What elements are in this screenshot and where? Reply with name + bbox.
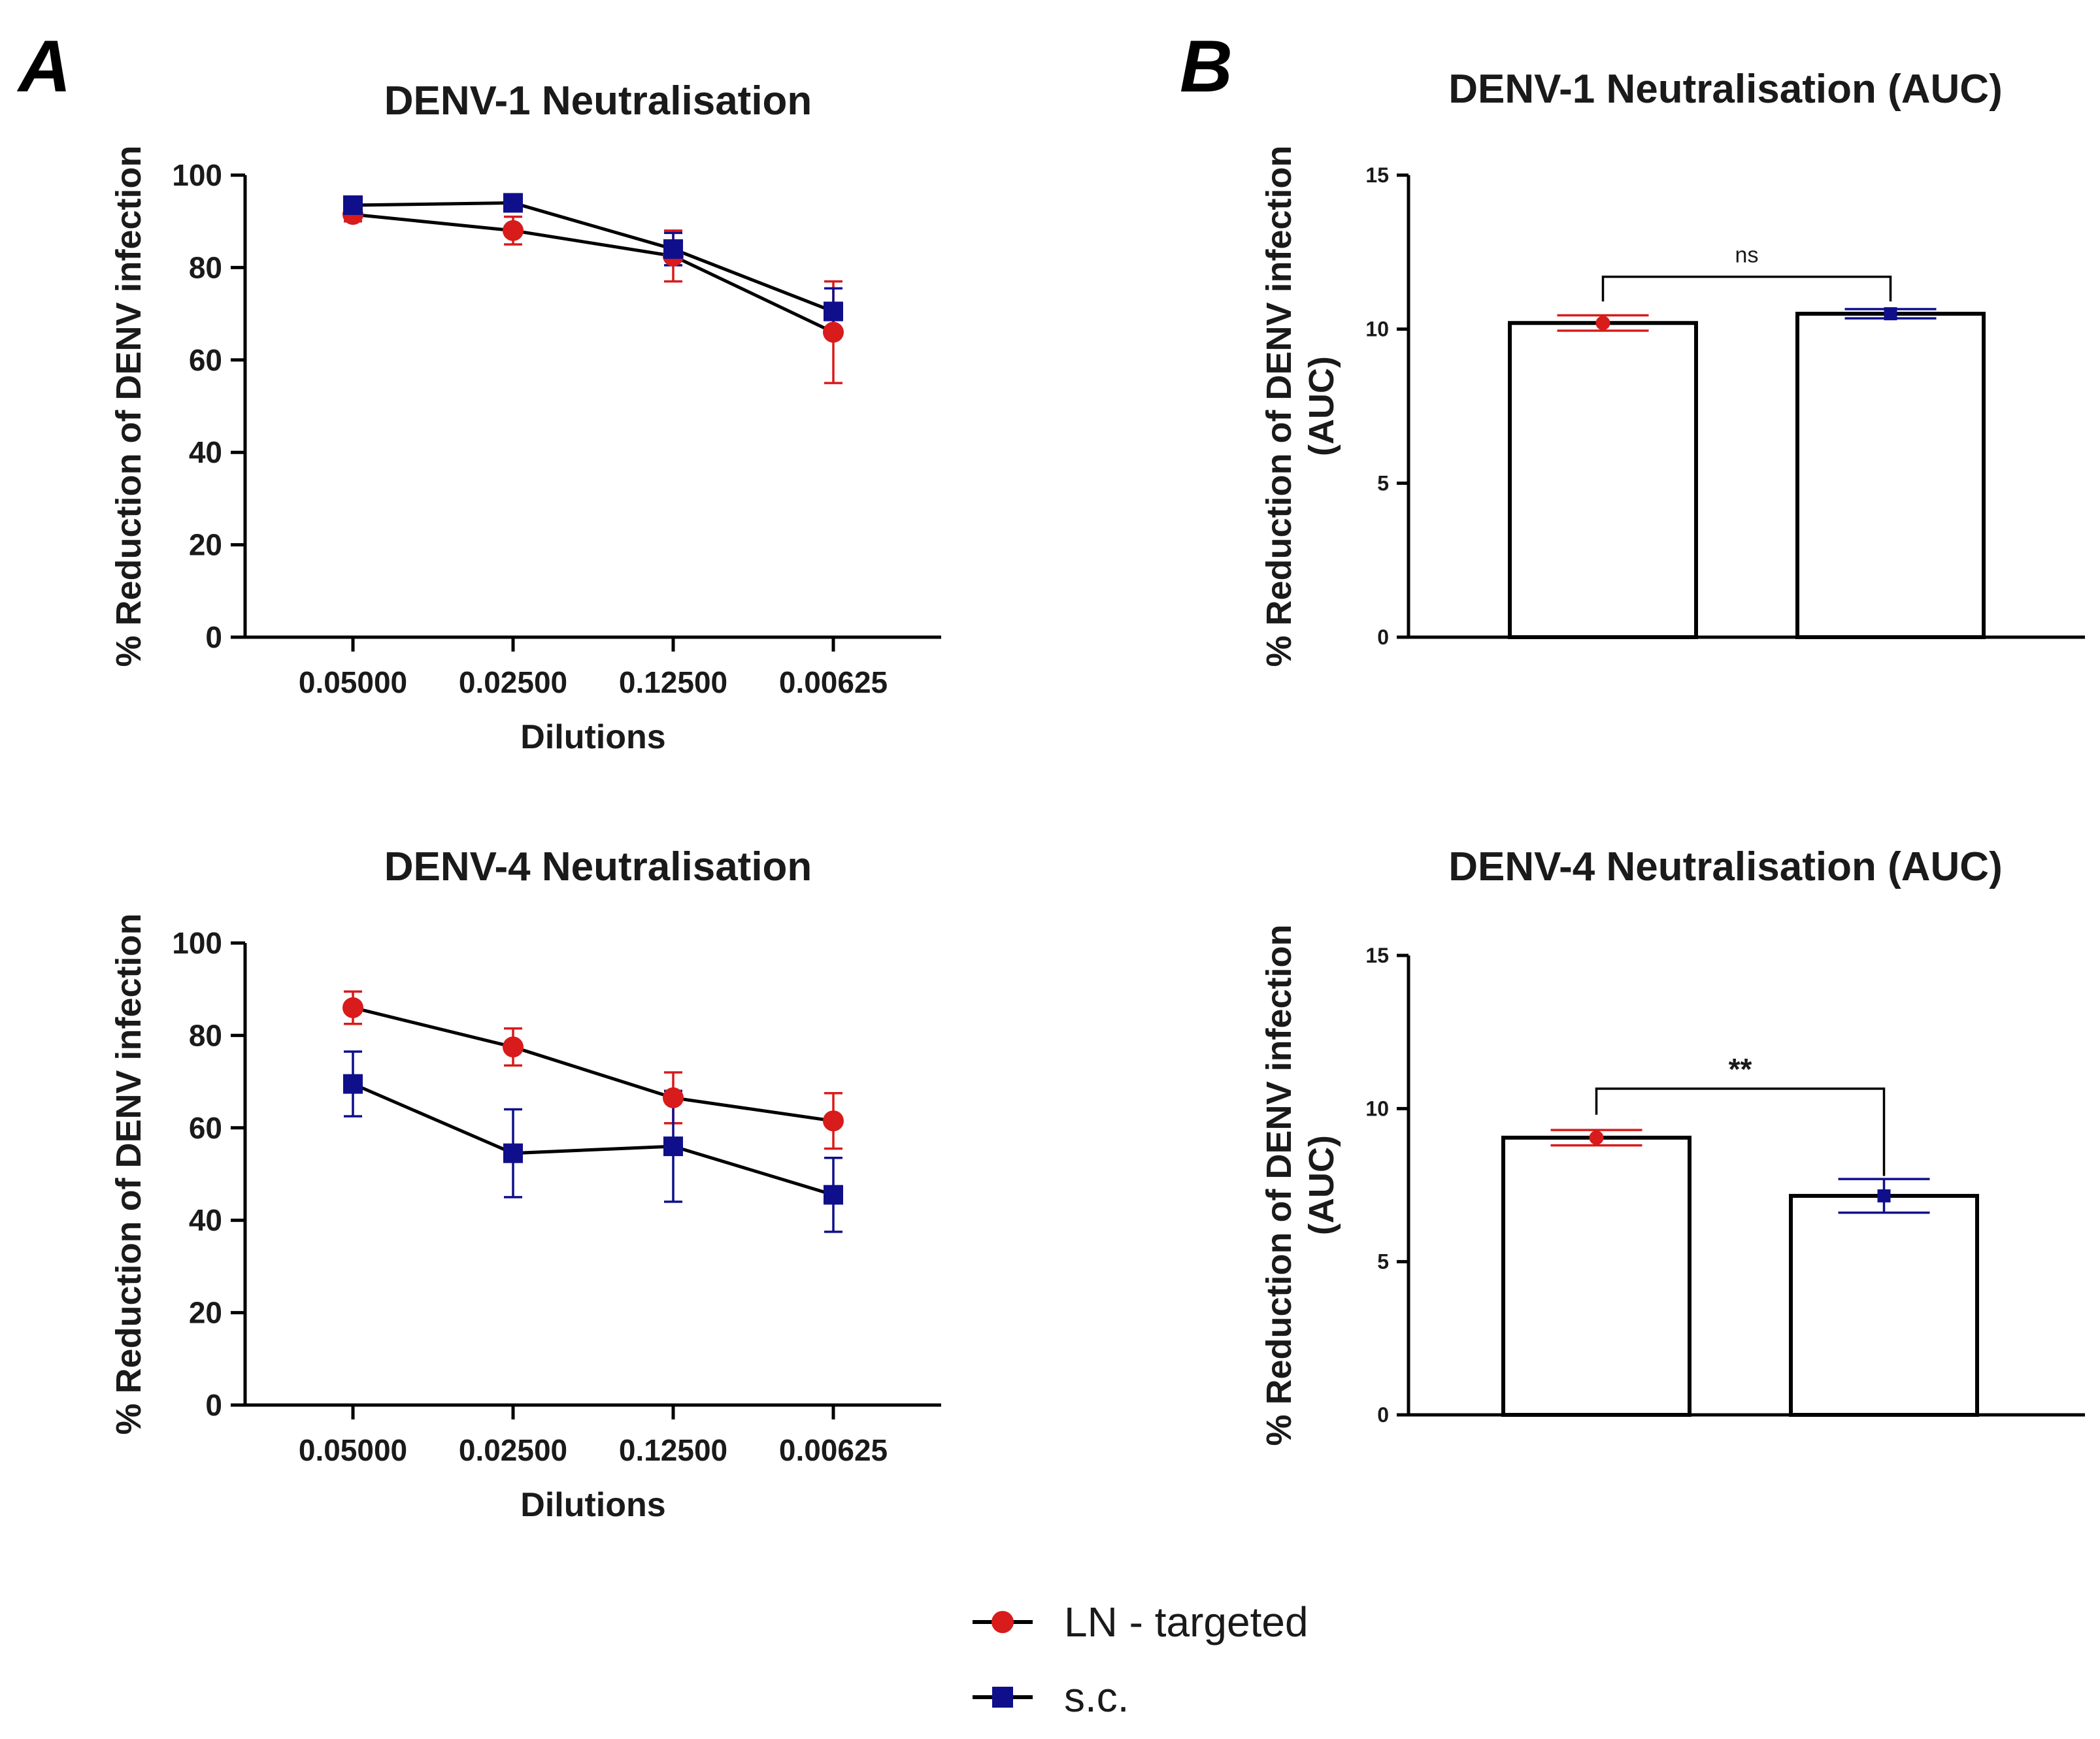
y-axis-label-unit: (AUC): [1302, 1135, 1341, 1235]
y-tick-label: 5: [1377, 471, 1389, 495]
panel-label-a: A: [16, 25, 71, 107]
y-tick-label: 10: [1365, 1097, 1389, 1120]
chart-title: DENV-1 Neutralisation (AUC): [1448, 67, 2002, 112]
chart-title: DENV-4 Neutralisation (AUC): [1448, 844, 2002, 889]
x-tick-label: 0.05000: [299, 1433, 407, 1467]
data-point-sc: [663, 239, 683, 259]
y-tick-label: 0: [1377, 625, 1389, 649]
data-point-ln: [823, 1110, 844, 1132]
mean-point-ln: [1595, 316, 1610, 331]
y-tick-label: 40: [189, 435, 222, 469]
y-tick-label: 60: [189, 343, 222, 377]
data-point-ln: [342, 997, 363, 1018]
x-axis-label: Dilutions: [520, 1486, 665, 1524]
chart-title: DENV-4 Neutralisation: [384, 844, 812, 889]
chart-denv4-auc-bar: DENV-4 Neutralisation (AUC) % Reduction o…: [1259, 844, 2085, 1446]
y-tick-label: 15: [1365, 163, 1389, 187]
mean-point-sc: [1877, 1189, 1891, 1202]
chart-denv4-line: DENV-4 Neutralisation % Reduction of DENV…: [109, 844, 941, 1524]
data-point-sc: [343, 1074, 363, 1094]
series-line-sc: [352, 201, 834, 313]
x-tick-label: 0.12500: [619, 1433, 727, 1467]
series-line-sc: [352, 1082, 834, 1197]
significance-bracket: [1595, 1087, 1886, 1176]
legend-ln-label: LN - targeted: [1064, 1598, 1308, 1646]
y-tick-label: 60: [189, 1111, 222, 1145]
y-tick-label: 100: [172, 158, 222, 192]
bar-ln: [1501, 1135, 1692, 1417]
data-point-sc: [824, 301, 843, 322]
significance-label: ns: [1735, 243, 1759, 268]
data-point-sc: [343, 195, 363, 215]
y-tick-label: 40: [189, 1203, 222, 1237]
x-tick-label: 0.12500: [619, 665, 727, 699]
mean-point-sc: [1884, 307, 1897, 321]
y-tick-label: 100: [172, 926, 222, 960]
bar-ln: [1508, 321, 1698, 639]
y-tick-label: 20: [189, 1296, 222, 1330]
y-tick-label: 80: [189, 250, 222, 284]
chart-denv1-line: DENV-1 Neutralisation % Reduction of DENV…: [109, 78, 941, 756]
bar-sc: [1789, 1193, 1979, 1417]
data-point-sc: [663, 1136, 683, 1157]
x-axis-label: Dilutions: [520, 718, 665, 756]
significance-label: **: [1729, 1052, 1752, 1086]
y-tick-label: 0: [205, 620, 222, 654]
panel-label-b: B: [1180, 25, 1233, 107]
legend: LN - targeted s.c.: [973, 1598, 1308, 1721]
legend-ln-marker: [992, 1611, 1014, 1633]
y-axis-label: % Reduction of DENV infection: [1259, 924, 1299, 1446]
y-tick-label: 20: [189, 528, 222, 562]
y-axis-label: % Reduction of DENV infection: [1259, 145, 1299, 667]
y-axis-label-unit: (AUC): [1302, 356, 1341, 456]
x-tick-label: 0.02500: [459, 1433, 567, 1467]
mean-point-ln: [1589, 1130, 1604, 1145]
y-tick-label: 0: [1377, 1403, 1389, 1427]
x-tick-label: 0.00625: [779, 665, 888, 699]
series-line-ln: [352, 1006, 834, 1123]
legend-sc-label: s.c.: [1064, 1674, 1129, 1721]
significance-bracket: [1601, 275, 1892, 302]
data-point-sc: [824, 1185, 843, 1205]
x-tick-label: 0.05000: [299, 665, 407, 699]
data-point-sc: [503, 193, 523, 213]
y-tick-label: 80: [189, 1018, 222, 1052]
data-point-ln: [663, 1087, 684, 1108]
data-point-ln: [823, 322, 844, 343]
y-axis-label: % Reduction of DENV infection: [109, 913, 148, 1434]
y-tick-label: 0: [205, 1388, 222, 1422]
data-point-ln: [503, 1036, 524, 1058]
y-tick-label: 15: [1365, 944, 1389, 967]
x-tick-label: 0.00625: [779, 1433, 888, 1467]
chart-denv1-auc-bar: DENV-1 Neutralisation (AUC) % Reduction o…: [1259, 67, 2085, 667]
legend-sc-marker: [992, 1687, 1013, 1708]
series-line-ln: [352, 212, 835, 334]
data-point-ln: [503, 220, 524, 241]
y-tick-label: 5: [1377, 1250, 1389, 1274]
x-tick-label: 0.02500: [459, 665, 567, 699]
y-tick-label: 10: [1365, 318, 1389, 341]
bar-sc: [1795, 312, 1986, 639]
data-point-sc: [503, 1143, 523, 1163]
chart-title: DENV-1 Neutralisation: [384, 78, 812, 124]
y-axis-label: % Reduction of DENV infection: [109, 145, 148, 667]
